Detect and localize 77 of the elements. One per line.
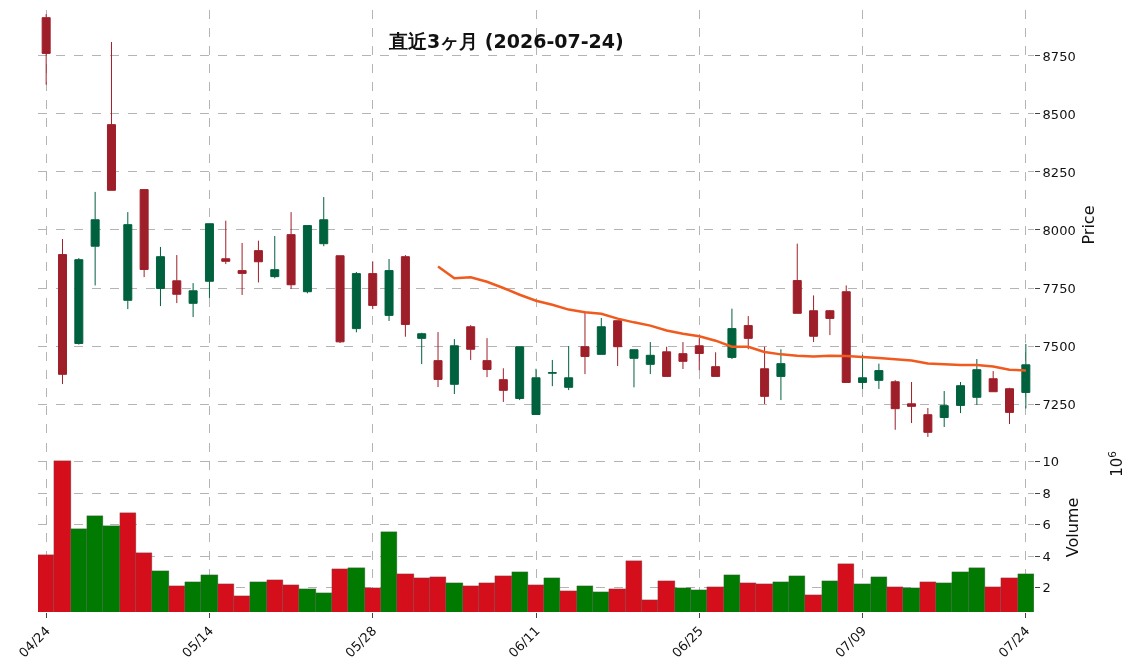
candlestick — [188, 282, 198, 318]
candlestick — [531, 368, 541, 415]
candlestick — [792, 243, 802, 314]
candlestick — [90, 191, 100, 286]
y-tick-label: 10 — [1042, 454, 1060, 470]
candlestick — [351, 271, 361, 333]
y-tick-label: 8750 — [1042, 48, 1076, 64]
candlestick — [139, 189, 149, 278]
candlestick — [221, 220, 231, 265]
candlestick — [776, 348, 786, 401]
candlestick — [890, 379, 900, 431]
candlestick — [907, 381, 917, 424]
candlestick — [57, 238, 67, 385]
candlestick — [204, 223, 214, 299]
candlestick — [498, 367, 508, 403]
candlestick — [760, 346, 770, 405]
candlestick — [988, 370, 998, 393]
candlestick — [580, 310, 590, 375]
candlestick — [841, 284, 851, 383]
candlestick — [727, 308, 737, 360]
y-tick-label: 6 — [1042, 517, 1051, 533]
candlestick — [270, 235, 280, 279]
y-tick-label: 8500 — [1042, 106, 1076, 122]
candlestick — [123, 211, 133, 310]
candlestick — [956, 381, 966, 414]
y-tick-label: 2 — [1042, 580, 1051, 596]
candlestick — [1005, 387, 1015, 425]
candlestick — [433, 331, 443, 388]
candlestick — [449, 338, 459, 395]
candlestick — [645, 341, 655, 375]
y-tick-label: 7250 — [1042, 396, 1076, 412]
candlestick — [237, 242, 247, 296]
candlestick — [972, 358, 982, 406]
candlestick — [335, 255, 345, 344]
candlestick — [874, 363, 884, 390]
candlestick — [678, 341, 688, 370]
text: 直近3ヶ月 (2026-07-24) — [388, 30, 624, 52]
candlestick — [858, 354, 868, 390]
candlestick — [106, 41, 116, 191]
candlestick — [596, 317, 606, 355]
y-tick-label: 4 — [1042, 548, 1051, 564]
candlestick — [384, 258, 394, 322]
candlestick — [482, 337, 492, 378]
candlestick — [923, 407, 933, 438]
candlestick — [825, 309, 835, 336]
candlestick — [939, 390, 949, 428]
y-tick-label: 7750 — [1042, 280, 1076, 296]
y-tick-label: 8 — [1042, 485, 1051, 501]
candlestick — [41, 13, 51, 86]
candlestick — [515, 346, 525, 401]
candlestick — [629, 349, 639, 388]
candlestick — [417, 332, 427, 365]
candlestick — [466, 324, 476, 361]
candlestick — [368, 260, 378, 310]
candlestick — [253, 240, 263, 283]
candlestick — [809, 294, 819, 343]
candlestick — [662, 346, 672, 377]
candlestick — [155, 246, 165, 307]
candlestick — [547, 359, 557, 387]
y-axis-title: Price — [1079, 205, 1099, 245]
candlestick — [711, 351, 721, 377]
y-tick-label: 8250 — [1042, 164, 1076, 180]
candlestick — [319, 196, 329, 247]
candlestick — [74, 257, 84, 346]
y-tick-label: 8000 — [1042, 222, 1076, 238]
y-axis-title: Volume — [1062, 497, 1082, 558]
candlestick — [302, 225, 312, 294]
candlestick — [694, 337, 704, 371]
candlestick — [400, 254, 410, 338]
candlestick — [1021, 343, 1031, 409]
y-tick-label: 7500 — [1042, 338, 1076, 354]
candlestick — [286, 211, 296, 290]
candlestick — [743, 315, 753, 350]
candlestick — [172, 254, 182, 304]
candlestick — [613, 320, 623, 367]
candlestick — [564, 345, 574, 391]
line-series — [436, 265, 1028, 372]
